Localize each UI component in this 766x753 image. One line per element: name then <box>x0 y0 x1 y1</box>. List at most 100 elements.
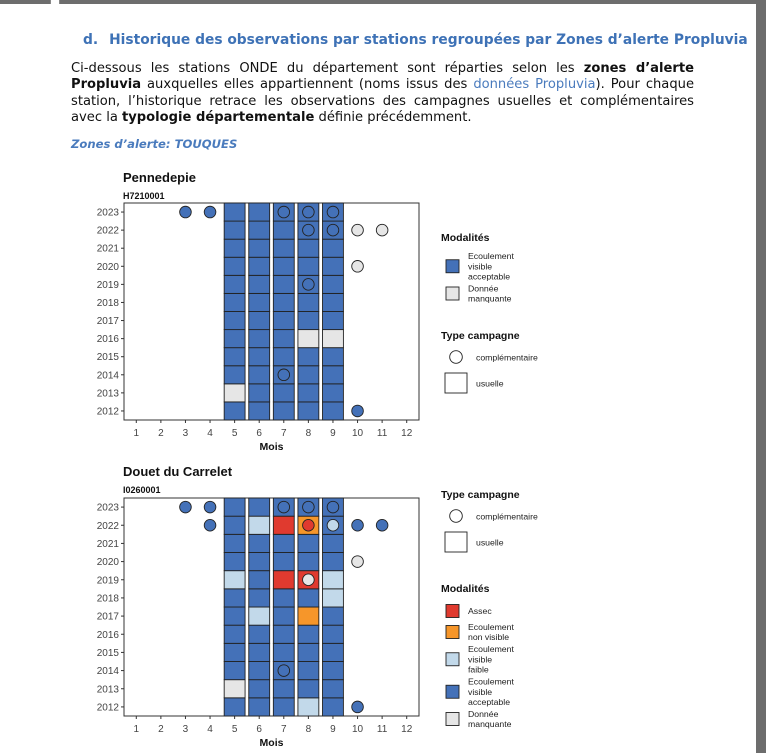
complementaire-point <box>375 519 389 532</box>
usuelle-tile <box>272 274 295 294</box>
usuelle-tile <box>223 661 246 681</box>
usuelle-tile <box>297 256 320 276</box>
x-tick-label: 3 <box>183 724 189 735</box>
usuelle-tile <box>297 624 320 644</box>
x-tick-label: 10 <box>352 724 364 735</box>
y-tick-label: 2019 <box>97 575 120 586</box>
x-tick-label: 5 <box>232 724 238 735</box>
y-tick-label: 2020 <box>97 262 120 273</box>
usuelle-tile <box>223 401 246 421</box>
complementaire-point <box>351 260 364 273</box>
legend-key-swatch <box>445 712 460 726</box>
usuelle-tile <box>248 661 271 681</box>
usuelle-tile <box>322 383 344 403</box>
intro-bold-zones: zones d’alerte Propluvia <box>71 61 694 93</box>
usuelle-tile <box>248 220 271 240</box>
legend-key-label-line: visible <box>468 654 492 664</box>
x-tick-label: 1 <box>134 724 140 735</box>
complementaire-point <box>326 223 340 237</box>
x-tick-label: 11 <box>377 724 388 735</box>
x-tick-label: 4 <box>207 724 213 735</box>
intro-bold-typologie: typologie départementale <box>122 109 315 125</box>
usuelle-tile <box>248 606 271 626</box>
usuelle-tile <box>297 642 320 662</box>
x-tick-label: 7 <box>281 428 287 439</box>
usuelle-tile <box>248 642 271 662</box>
usuelle-tile <box>272 624 295 644</box>
legend-key-label-line: non visible <box>468 632 509 642</box>
usuelle-tile <box>223 552 246 572</box>
complementaire-point <box>326 500 340 514</box>
usuelle-tile <box>272 515 295 535</box>
x-tick-label: 4 <box>207 428 213 439</box>
complementaire-point <box>302 278 315 291</box>
complementaire-point <box>302 519 315 532</box>
usuelle-tile <box>223 274 246 294</box>
complementaire-point <box>351 555 364 568</box>
legend-key-label-line: acceptable <box>468 272 510 282</box>
usuelle-tile <box>223 697 246 717</box>
usuelle-tile <box>272 238 295 258</box>
complementaire-point <box>326 519 340 532</box>
section-title: Historique des observations par stations… <box>109 32 748 48</box>
usuelle-tile <box>272 292 295 312</box>
usuelle-tile <box>322 661 344 681</box>
x-tick-label: 12 <box>401 428 413 439</box>
propluvia-data-link[interactable]: données Propluvia <box>473 77 596 93</box>
section-letter: d. <box>83 32 99 48</box>
legend-key-label-line: visible <box>468 687 492 697</box>
usuelle-tile <box>248 329 271 349</box>
usuelle-tile <box>223 383 246 403</box>
complementaire-point <box>277 368 291 382</box>
y-tick-label: 2021 <box>97 539 120 550</box>
usuelle-tile <box>297 383 320 403</box>
legend-key-label-line: Ecoulement <box>468 676 514 686</box>
complementaire-point <box>203 500 217 514</box>
complementaire-point <box>203 519 217 532</box>
x-tick-label: 7 <box>281 724 287 735</box>
legend-key-label: Assec <box>468 606 492 616</box>
usuelle-tile <box>223 238 246 258</box>
complementaire-point <box>375 223 389 237</box>
x-tick-label: 12 <box>401 724 413 735</box>
station-charts: Pennedepie H7210001 2012 2013 2014 2015 2016 20… <box>97 170 538 749</box>
usuelle-tile <box>322 697 344 717</box>
usuelle-tile <box>297 401 320 421</box>
usuelle-tile <box>297 533 320 553</box>
usuelle-tile <box>248 202 271 222</box>
legend-key-swatch <box>445 625 460 639</box>
legend-complementaire-symbol <box>449 509 463 523</box>
usuelle-tile <box>322 329 344 349</box>
legend-complementaire-label: complémentaire <box>476 353 538 363</box>
legend-usuelle-symbol <box>444 372 468 394</box>
station-chart-2: Douet du Carrelet I0260001 2012 2013 2014 201… <box>97 464 538 749</box>
y-tick-label: 2015 <box>97 648 120 659</box>
legend-key-label-line: Ecoulement <box>468 251 514 261</box>
usuelle-tile <box>223 642 246 662</box>
usuelle-tile <box>223 588 246 608</box>
plot-panel <box>123 202 420 421</box>
legend-key-label-line: faible <box>468 665 489 675</box>
usuelle-tile <box>223 292 246 312</box>
usuelle-tile <box>248 292 271 312</box>
usuelle-tile <box>248 347 271 367</box>
intro-text: ). Pour chaque station, l’historique ret… <box>71 77 695 125</box>
legend-key-label-line: Ecoulement <box>468 622 514 632</box>
usuelle-tile <box>248 256 271 276</box>
usuelle-tile <box>272 401 295 421</box>
usuelle-tile <box>248 515 271 535</box>
complementaire-point <box>351 223 364 237</box>
usuelle-tile <box>322 347 344 367</box>
x-tick-label: 8 <box>306 724 312 735</box>
zone-label: Zones d’alerte: TOUQUES <box>71 137 238 151</box>
usuelle-tile <box>272 606 295 626</box>
usuelle-tile <box>297 679 320 699</box>
usuelle-tile <box>223 256 246 276</box>
legend-usuelle-symbol <box>444 531 468 553</box>
usuelle-tile <box>223 365 246 385</box>
usuelle-tile <box>297 292 320 312</box>
y-tick-label: 2016 <box>97 630 120 641</box>
complementaire-point <box>326 205 340 219</box>
y-tick-label: 2022 <box>97 226 120 237</box>
complementaire-point <box>351 700 364 714</box>
